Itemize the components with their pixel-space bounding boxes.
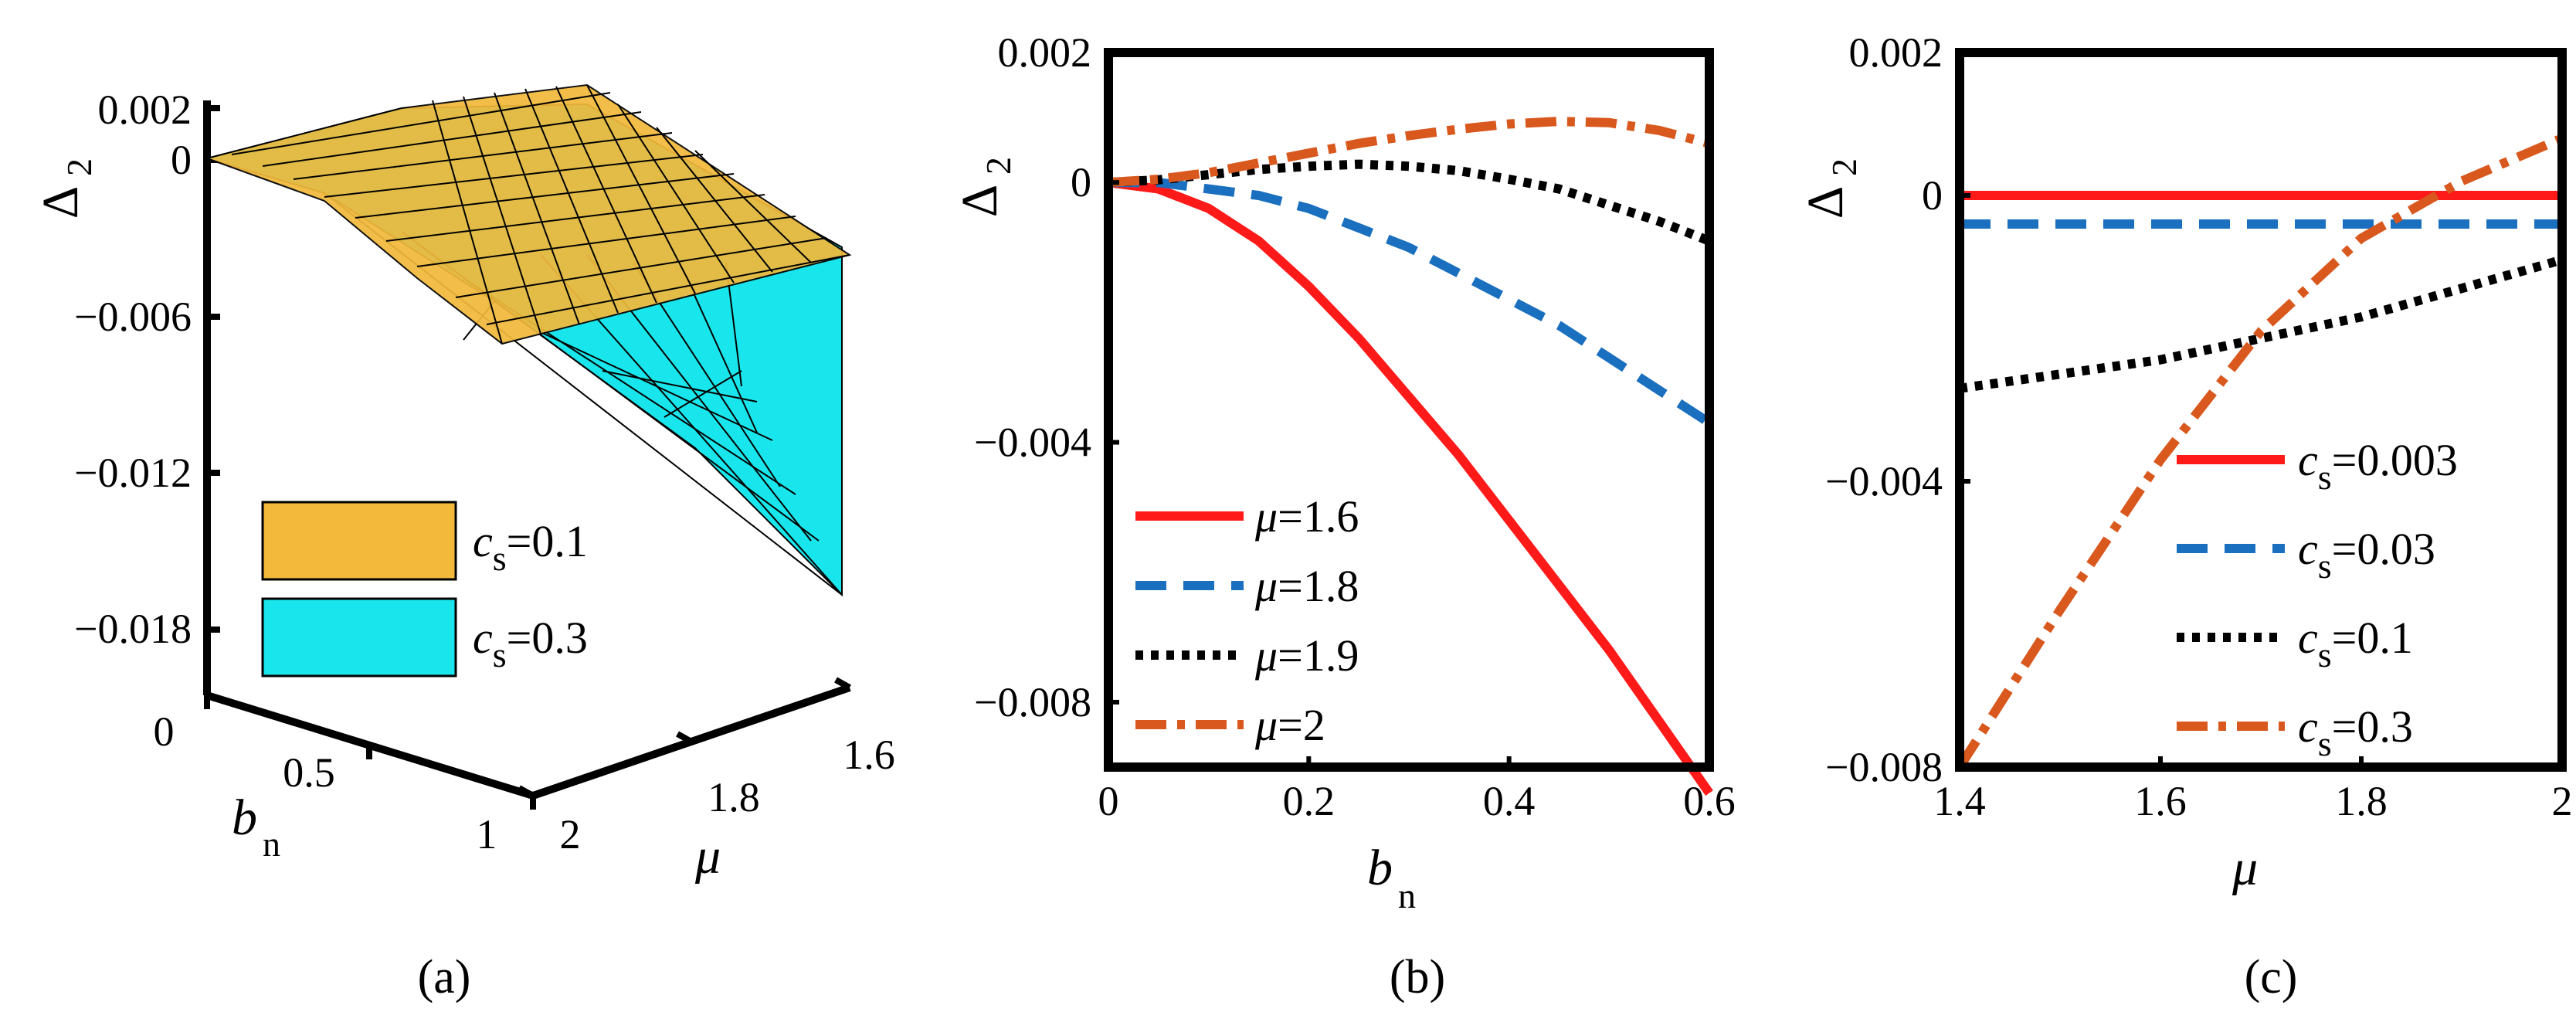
c-y-label-sub: 2 xyxy=(1824,158,1864,176)
b-legend-label: μ=2 xyxy=(1254,700,1325,750)
c-y-tick-label: 0.002 xyxy=(1849,29,1943,76)
b-y-label-sub: 2 xyxy=(979,157,1018,175)
c-x-tick-label: 1.6 xyxy=(2134,778,2187,824)
a-legend-label: cs=0.3 xyxy=(473,613,588,674)
a-bn-tick-label: 0 xyxy=(154,708,175,755)
c-x-tick-label: 1.8 xyxy=(2335,778,2388,824)
caption-b: (b) xyxy=(1390,951,1445,1004)
a-legend-swatch xyxy=(261,501,457,581)
c-x-tick-label: 1.4 xyxy=(1933,778,1986,824)
a-mu-label: μ xyxy=(694,828,721,885)
a-mu-tick-label: 2 xyxy=(560,811,581,858)
c-legend-label: cs=0.03 xyxy=(2298,524,2435,586)
a-mu-tick-label: 1.6 xyxy=(843,732,895,778)
c-legend: cs=0.003 cs=0.03 cs=0.1 cs=0.3 xyxy=(2177,435,2458,763)
b-legend-label: μ=1.9 xyxy=(1254,630,1359,681)
b-series-lines xyxy=(1108,117,1713,796)
a-bn-ticks xyxy=(204,695,536,810)
a-legend-swatch xyxy=(261,597,457,678)
c-x-label: μ xyxy=(2232,840,2258,896)
a-legend-label: cs=0.1 xyxy=(473,516,588,578)
a-z-label-sub: 2 xyxy=(59,158,99,176)
panel-b: 0 0.2 0.4 0.6 0.002 0 −0.004 −0.008 Δ 2 b n μ=1… xyxy=(952,29,1736,1004)
c-series-3-line xyxy=(1955,134,2564,770)
b-y-tick-label: 0.002 xyxy=(998,29,1092,76)
b-x-tick-label: 0.2 xyxy=(1283,778,1336,824)
c-legend-label: cs=0.003 xyxy=(2298,435,2458,497)
b-x-label: b xyxy=(1367,840,1393,896)
b-x-tick-label: 0 xyxy=(1098,778,1119,824)
a-z-tick-label: 0.002 xyxy=(98,87,192,133)
a-bn-tick-label: 0.5 xyxy=(283,749,335,796)
a-bn-label: b xyxy=(232,790,257,846)
c-series-lines xyxy=(1955,134,2564,770)
b-series-0-line xyxy=(1108,178,1713,796)
c-y-tick-label: −0.008 xyxy=(1825,744,1943,790)
b-y-label: Δ xyxy=(952,185,1008,217)
b-y-tick-label: −0.004 xyxy=(974,419,1091,466)
b-x-tick-label: 0.6 xyxy=(1683,778,1736,824)
c-y-tick-label: 0 xyxy=(1922,172,1943,219)
b-series-3-line xyxy=(1108,117,1711,188)
c-ticks: 1.4 1.6 1.8 2 0.002 0 −0.004 −0.008 xyxy=(1825,29,2572,824)
b-legend-label: μ=1.8 xyxy=(1254,561,1359,611)
c-x-tick-label: 2 xyxy=(2552,778,2573,824)
b-series-1-line xyxy=(1108,178,1712,427)
b-x-tick-label: 0.4 xyxy=(1483,778,1536,824)
caption-a: (a) xyxy=(418,951,471,1004)
a-bn-tick-label: 1 xyxy=(477,811,497,858)
a-z-tick-label: 0 xyxy=(171,137,192,183)
panel-a: 0.002 0 −0.006 −0.012 −0.018 Δ 2 xyxy=(32,83,895,1004)
a-surface-cs-0.1 xyxy=(204,83,852,345)
panel-c: 1.4 1.6 1.8 2 0.002 0 −0.004 −0.008 Δ 2 μ cs=0.… xyxy=(1797,29,2573,1004)
b-legend-label: μ=1.6 xyxy=(1254,491,1359,542)
b-plot-frame xyxy=(1104,48,1714,772)
a-mu-tick-label: 1.8 xyxy=(708,774,760,820)
b-y-tick-label: 0 xyxy=(1071,159,1091,205)
c-plot-frame xyxy=(1955,48,2567,772)
c-legend-label: cs=0.1 xyxy=(2298,613,2413,674)
c-series-2-line xyxy=(1959,255,2564,393)
b-legend: μ=1.6 μ=1.8 μ=1.9 μ=2 xyxy=(1135,491,1359,750)
c-y-tick-label: −0.004 xyxy=(1825,458,1943,504)
b-x-label-sub: n xyxy=(1398,876,1416,915)
a-z-tick-label: −0.006 xyxy=(74,294,192,340)
c-y-label: Δ xyxy=(1797,186,1854,219)
b-y-tick-label: −0.008 xyxy=(974,679,1091,725)
a-z-tick-label: −0.012 xyxy=(74,450,192,496)
a-z-tick-label: −0.018 xyxy=(74,606,192,652)
a-legend: cs=0.1 cs=0.3 xyxy=(261,501,588,678)
a-z-label: Δ xyxy=(32,186,89,219)
caption-c: (c) xyxy=(2245,951,2298,1004)
a-bn-label-sub: n xyxy=(263,824,280,864)
b-ticks: 0 0.2 0.4 0.6 0.002 0 −0.004 −0.008 xyxy=(974,29,1736,824)
a-mu-ticks xyxy=(518,677,851,799)
c-legend-label: cs=0.3 xyxy=(2298,701,2413,763)
